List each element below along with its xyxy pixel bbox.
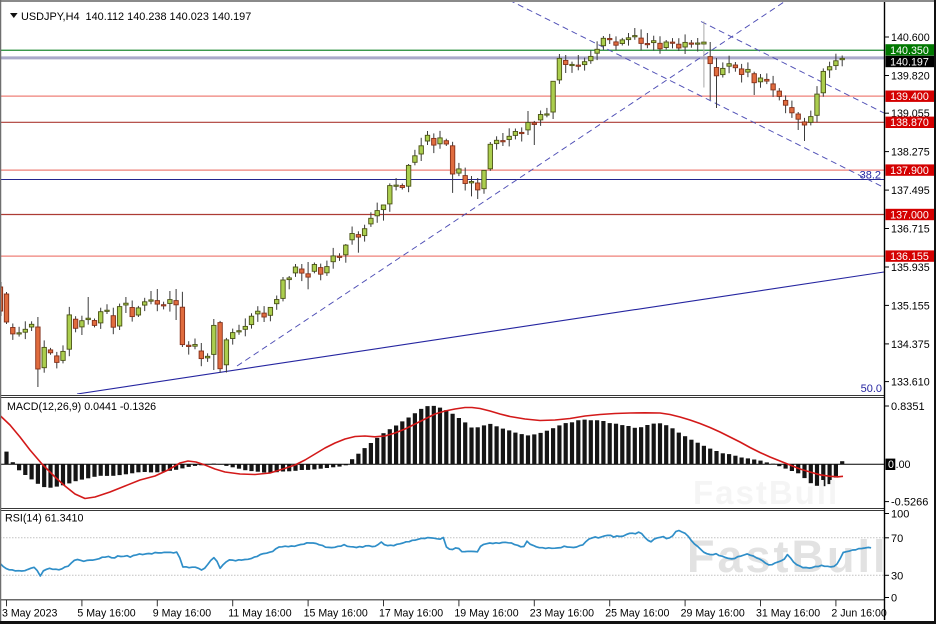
- svg-text:0.8351: 0.8351: [891, 401, 925, 413]
- svg-text:0: 0: [888, 459, 894, 471]
- svg-text:137.900: 137.900: [890, 165, 929, 177]
- svg-text:100: 100: [891, 509, 909, 521]
- svg-text:5 May 16:00: 5 May 16:00: [77, 608, 135, 620]
- svg-text:140.197: 140.197: [890, 56, 929, 68]
- svg-text:139.400: 139.400: [890, 91, 929, 103]
- svg-text:15 May 16:00: 15 May 16:00: [304, 608, 368, 620]
- svg-text:25 May 16:00: 25 May 16:00: [605, 608, 669, 620]
- svg-text:USDJPY,H4 140.112 140.238 140: USDJPY,H4 140.112 140.238 140.023 140.19…: [21, 11, 251, 23]
- svg-text:135.935: 135.935: [891, 262, 930, 274]
- svg-text:136.155: 136.155: [890, 251, 929, 263]
- svg-text:137.000: 137.000: [890, 209, 929, 221]
- svg-text:9 May 16:00: 9 May 16:00: [153, 608, 211, 620]
- svg-text:70: 70: [891, 533, 903, 545]
- svg-text:17 May 16:00: 17 May 16:00: [379, 608, 443, 620]
- svg-text:2 Jun 16:00: 2 Jun 16:00: [831, 608, 886, 620]
- svg-text:MACD(12,26,9) 0.0441 -0.1326: MACD(12,26,9) 0.0441 -0.1326: [7, 401, 156, 413]
- svg-text:FastBull: FastBull: [693, 474, 839, 511]
- svg-text:136.715: 136.715: [891, 224, 930, 236]
- svg-text:137.495: 137.495: [891, 185, 930, 197]
- svg-text:.00: .00: [896, 459, 911, 471]
- svg-text:134.375: 134.375: [891, 339, 930, 351]
- svg-text:RSI(14) 61.3410: RSI(14) 61.3410: [5, 513, 83, 525]
- svg-text:3 May 2023: 3 May 2023: [2, 608, 57, 620]
- svg-text:19 May 16:00: 19 May 16:00: [454, 608, 518, 620]
- svg-text:31 May 16:00: 31 May 16:00: [756, 608, 820, 620]
- svg-text:139.820: 139.820: [891, 71, 930, 83]
- svg-text:38.2: 38.2: [860, 170, 881, 182]
- svg-text:-0.5266: -0.5266: [891, 497, 928, 509]
- svg-text:140.600: 140.600: [891, 32, 930, 44]
- svg-text:135.155: 135.155: [891, 300, 930, 312]
- svg-text:133.610: 133.610: [891, 377, 930, 389]
- svg-text:FastBull: FastBull: [687, 531, 889, 582]
- svg-text:0: 0: [891, 593, 897, 605]
- svg-text:50.0: 50.0: [861, 383, 882, 395]
- svg-text:138.870: 138.870: [890, 117, 929, 129]
- svg-text:30: 30: [891, 570, 903, 582]
- svg-text:23 May 16:00: 23 May 16:00: [530, 608, 594, 620]
- svg-text:11 May 16:00: 11 May 16:00: [228, 608, 292, 620]
- svg-text:29 May 16:00: 29 May 16:00: [681, 608, 745, 620]
- svg-text:140.350: 140.350: [890, 45, 929, 57]
- svg-text:138.275: 138.275: [891, 147, 930, 159]
